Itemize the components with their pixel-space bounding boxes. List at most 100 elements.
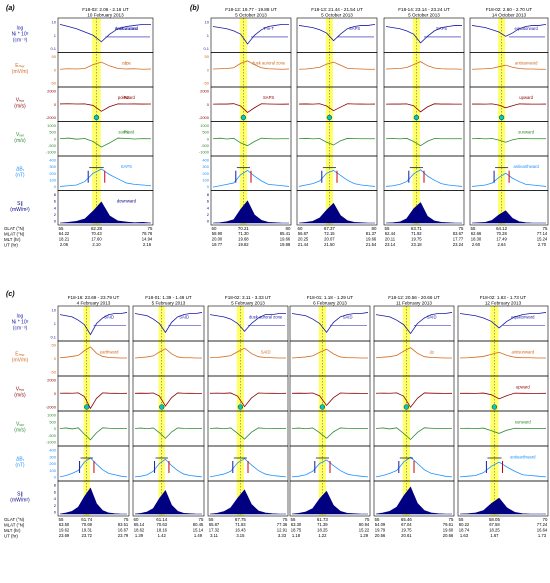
footer-label: GLAT (°N) xyxy=(4,517,25,522)
footer-value-mlat: 70.63 xyxy=(157,522,168,527)
footer-value-mlt: 16.43 xyxy=(235,528,246,533)
footer-value-mlat: 67.04 xyxy=(401,522,412,527)
series-line-dbz xyxy=(59,168,152,187)
panel-title: F18-01: 1.39 - 1.49 UT xyxy=(145,295,192,300)
footer-value-mlat: 71.92 xyxy=(411,231,422,236)
footer-value-mlat: 72.15 xyxy=(324,231,335,236)
series-line-vver xyxy=(212,137,289,147)
tick-label-emer: -50 xyxy=(50,370,57,375)
row-frame-log xyxy=(373,305,455,342)
panel-annotation: antisunward xyxy=(115,26,138,31)
x-tick-label: 75 xyxy=(543,226,548,231)
tick-label-dbz: 0 xyxy=(54,184,57,189)
row-frame-emer xyxy=(57,52,154,88)
footer-value-ut: 1.29 xyxy=(360,533,369,538)
footer-value-mlat: 80.94 xyxy=(359,522,370,527)
footer-value-mlat: 80.45 xyxy=(193,522,204,527)
tick-label-vhor: -2000 xyxy=(46,405,57,410)
panel-annotation: sunward xyxy=(118,130,134,135)
series-line-emer xyxy=(471,64,546,70)
footer-value-mlt: 18.16 xyxy=(157,528,168,533)
panel-date: 5 February 2013 xyxy=(152,301,186,306)
row-frame-sj xyxy=(373,480,455,517)
panel-annotation: upward xyxy=(519,95,533,100)
footer-value-ut: 2.06 xyxy=(60,242,69,247)
row-label-sj: (mW/m²) xyxy=(10,498,30,504)
panel-date: 5 February 2013 xyxy=(231,301,265,306)
panel-date: 6 February 2013 xyxy=(313,301,347,306)
footer-value-mlt: 12.91 xyxy=(277,528,288,533)
row-label-vver: (m/s) xyxy=(14,428,26,434)
footer-value-mlat: 62.66 xyxy=(471,231,482,236)
footer-value-ut: 2.70 xyxy=(538,242,547,247)
row-frame-emer xyxy=(469,52,549,88)
panel-date: 5 October 2013 xyxy=(321,13,353,18)
footer-value-ut: 1.39 xyxy=(135,533,144,538)
tick-label-vver: -500 xyxy=(48,433,57,438)
tick-label-vver: 1000 xyxy=(200,123,210,128)
tick-label-dbz: 400 xyxy=(49,448,56,453)
row-label-log: (cm⁻³) xyxy=(13,37,28,43)
footer-label: MLAT (°N) xyxy=(4,232,25,237)
tick-label-emer: 0 xyxy=(54,356,57,361)
panel-label-b: (b) xyxy=(190,5,200,12)
tick-label-emer: -50 xyxy=(203,81,210,86)
footer-value-ut: 3.11 xyxy=(210,533,219,538)
footer-value-mlt: 19.66 xyxy=(366,237,377,242)
panel-annotation: earthward xyxy=(100,349,119,354)
event-marker xyxy=(319,404,326,410)
footer-value-mlt: 18.21 xyxy=(59,237,70,242)
tick-label-sj: 2 xyxy=(54,212,57,217)
x-tick-label: 80 xyxy=(372,226,377,231)
series-area-sj xyxy=(375,486,452,515)
tick-label-vhor: 0 xyxy=(54,102,57,107)
event-marker xyxy=(498,114,505,121)
footer-value-mlat: 70.43 xyxy=(91,231,102,236)
series-line-emer xyxy=(375,347,452,359)
tick-label-dbz: 400 xyxy=(202,158,209,163)
panel-annotation: SAID xyxy=(179,314,189,319)
row-frame-sj xyxy=(296,190,378,226)
chart-panel xyxy=(207,305,289,517)
footer-value-mlat: 77.24 xyxy=(537,522,548,527)
footer-value-ut: 21.54 xyxy=(366,242,377,247)
chart-panel xyxy=(383,17,465,226)
row-label-emer: (mV/m) xyxy=(12,358,29,364)
panel-annotation: Jp xyxy=(124,61,129,66)
footer-value-mlt: 18.62 xyxy=(134,528,145,533)
footer-value-mlt: 18.25 xyxy=(489,528,500,533)
tick-label-sj: 8 xyxy=(54,483,57,488)
footer-value-ut: 1.63 xyxy=(460,533,469,538)
row-label-sj: (mW/m²) xyxy=(10,207,30,213)
panel-annotation: antisunward xyxy=(515,61,538,66)
panel-date: 10 February 2013 xyxy=(87,13,124,18)
tick-label-dbz: 300 xyxy=(202,164,209,169)
panel-label-c: (c) xyxy=(6,291,15,298)
row-frame-emer xyxy=(132,340,205,377)
series-line-vhor xyxy=(375,392,453,408)
row-frame-log xyxy=(296,17,378,53)
tick-label-log: 1 xyxy=(207,33,210,38)
footer-value-ut: 1.73 xyxy=(538,533,547,538)
footer-value-mlt: 19.68 xyxy=(238,237,249,242)
footer-value-mlt: 17.60 xyxy=(91,237,102,242)
footer-value-ut: 2.60 xyxy=(472,242,481,247)
chart-panel xyxy=(289,305,371,517)
x-tick-label: 65.46 xyxy=(401,517,413,522)
footer-value-mlat: 81.37 xyxy=(366,231,377,236)
footer-label: UT (hr) xyxy=(4,243,18,248)
x-tick-label: 55 xyxy=(59,226,64,231)
series-line-vhor xyxy=(291,392,368,407)
row-label-log: Ni * 10³ xyxy=(12,31,29,37)
panel-annotation: dusk auroral zone xyxy=(249,314,283,319)
event-marker xyxy=(413,114,420,121)
tick-label-dbz: 100 xyxy=(49,177,56,182)
row-frame-sj xyxy=(207,480,289,517)
footer-value-mlat: 85.41 xyxy=(280,231,291,236)
row-label-vhor: Vₕₒᵣ xyxy=(16,387,25,393)
footer-value-mlat: 71.83 xyxy=(235,522,246,527)
panel-title: F18-01: 1.18 - 1.29 UT xyxy=(307,295,354,300)
footer-value-ut: 23.79 xyxy=(118,533,129,538)
footer-value-ut: 20.61 xyxy=(401,533,412,538)
tick-label-log: 1 xyxy=(54,321,57,326)
